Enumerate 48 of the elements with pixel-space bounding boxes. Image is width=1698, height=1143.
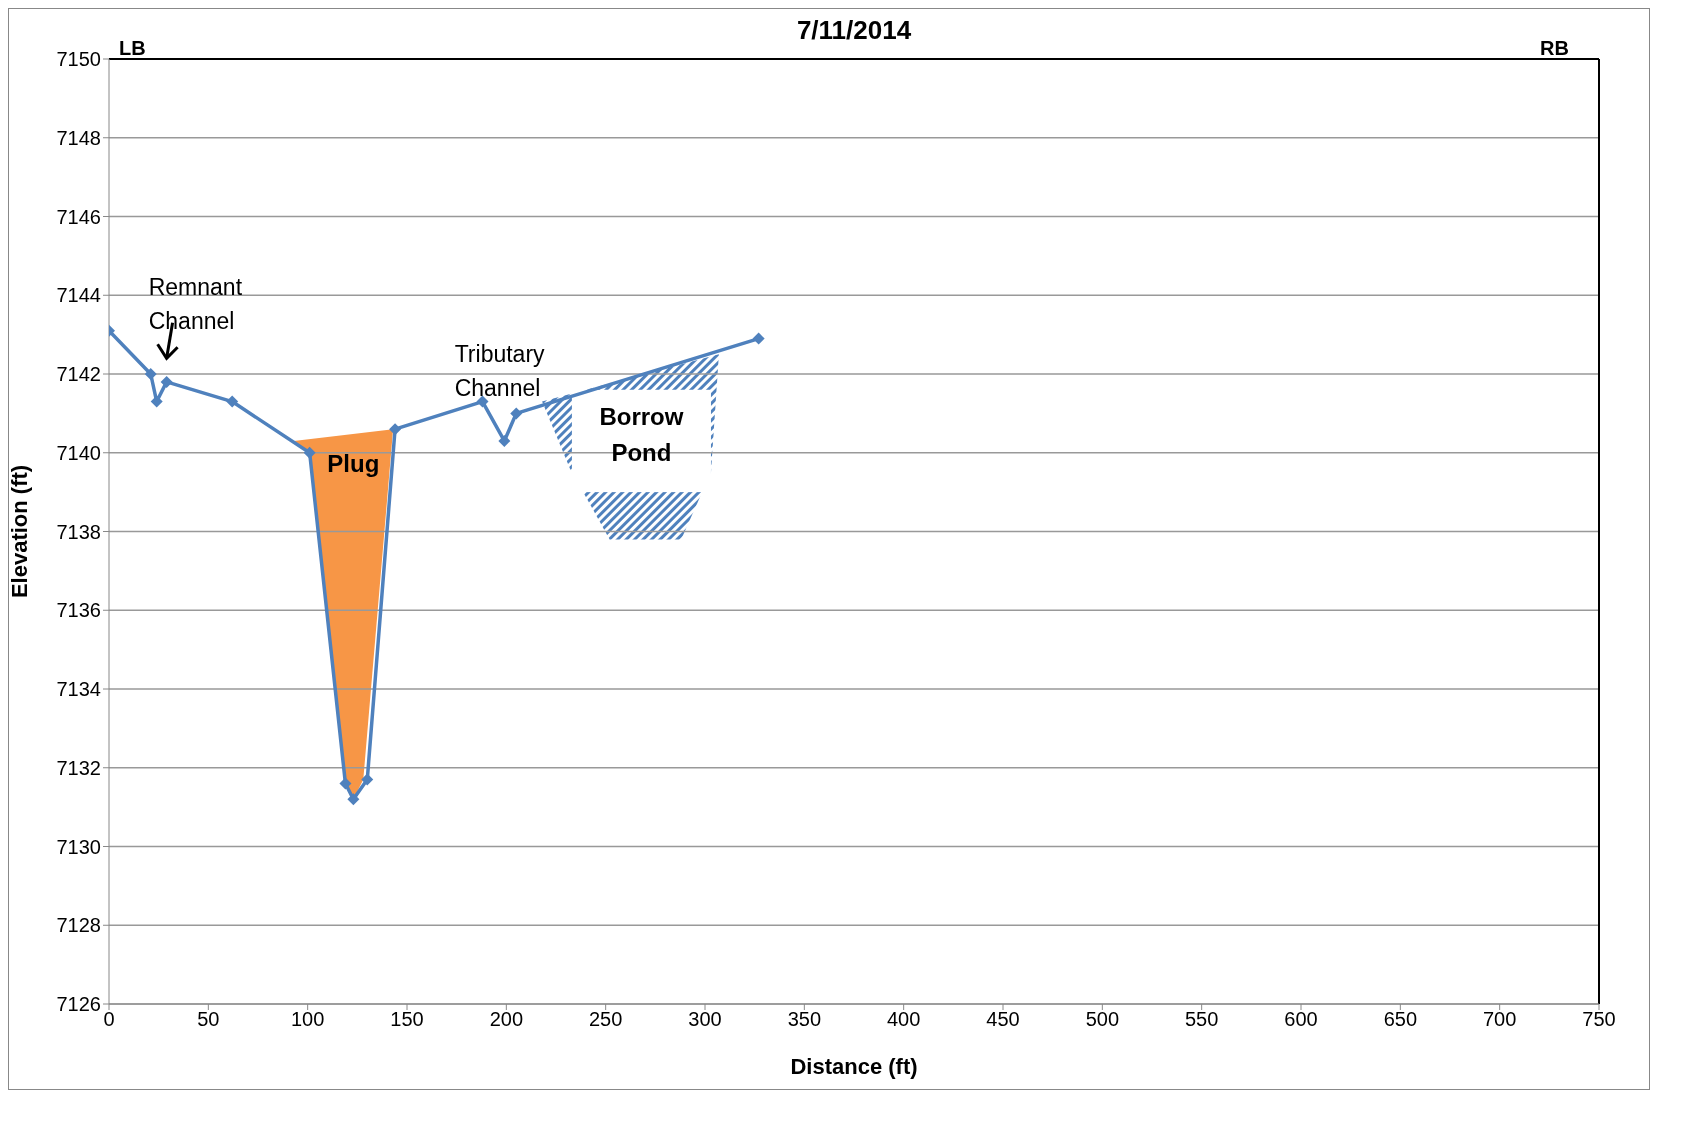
x-tick-label: 100	[290, 1008, 325, 1031]
x-axis-title: Distance (ft)	[790, 1054, 918, 1079]
x-tick-label: 650	[1383, 1008, 1418, 1031]
x-tick-label: 200	[489, 1008, 524, 1031]
y-tick-label: 7146	[56, 205, 101, 228]
x-tick-label: 500	[1085, 1008, 1120, 1031]
point	[160, 375, 173, 388]
point	[752, 332, 765, 345]
point	[339, 777, 352, 790]
point	[498, 434, 511, 447]
x-tick-label: 150	[390, 1008, 424, 1031]
point	[144, 368, 157, 380]
x-tick-label: 550	[1184, 1008, 1219, 1031]
annotation: Remnant Channel	[148, 274, 243, 335]
y-tick-label: 7144	[56, 284, 101, 307]
x-tick-label: 450	[986, 1008, 1020, 1031]
y-tick-label: 7134	[56, 678, 101, 701]
y-axis-title: Elevation (ft)	[6, 464, 32, 599]
y-tick-label: 7130	[56, 835, 101, 858]
y-tick-label: 7140	[56, 441, 101, 464]
x-tick-label: 250	[588, 1008, 623, 1031]
y-tick-label: 7142	[56, 363, 101, 386]
chart-title: 7/11/2014	[796, 15, 912, 45]
x-tick-label: 750	[1582, 1008, 1616, 1031]
annotation: Borrow Pond	[599, 403, 684, 467]
x-tick-label: 600	[1284, 1008, 1318, 1031]
point	[303, 446, 316, 459]
y-tick-label: 7138	[56, 520, 101, 543]
point	[510, 407, 523, 420]
annotation: Tributary Channel	[454, 341, 546, 402]
x-tick-label: 350	[787, 1008, 822, 1031]
x-tick-label: 300	[688, 1008, 722, 1031]
x-tick-label: 0	[103, 1008, 115, 1031]
y-tick-label: 7132	[56, 756, 101, 779]
y-tick-label: 7150	[56, 48, 101, 71]
x-tick-label: 50	[197, 1008, 220, 1031]
x-tick-label: 400	[886, 1008, 921, 1031]
y-tick-label: 7126	[56, 993, 101, 1016]
y-tick-label: 7136	[56, 599, 101, 622]
annotation: RB	[1540, 37, 1569, 59]
y-tick-label: 7128	[56, 914, 101, 937]
annotation: LB	[119, 37, 146, 59]
point	[476, 395, 489, 408]
annotation: Plug	[327, 450, 380, 478]
point	[226, 395, 239, 408]
point	[347, 793, 360, 806]
y-tick-label: 7148	[56, 126, 101, 149]
x-tick-label: 700	[1482, 1008, 1517, 1031]
